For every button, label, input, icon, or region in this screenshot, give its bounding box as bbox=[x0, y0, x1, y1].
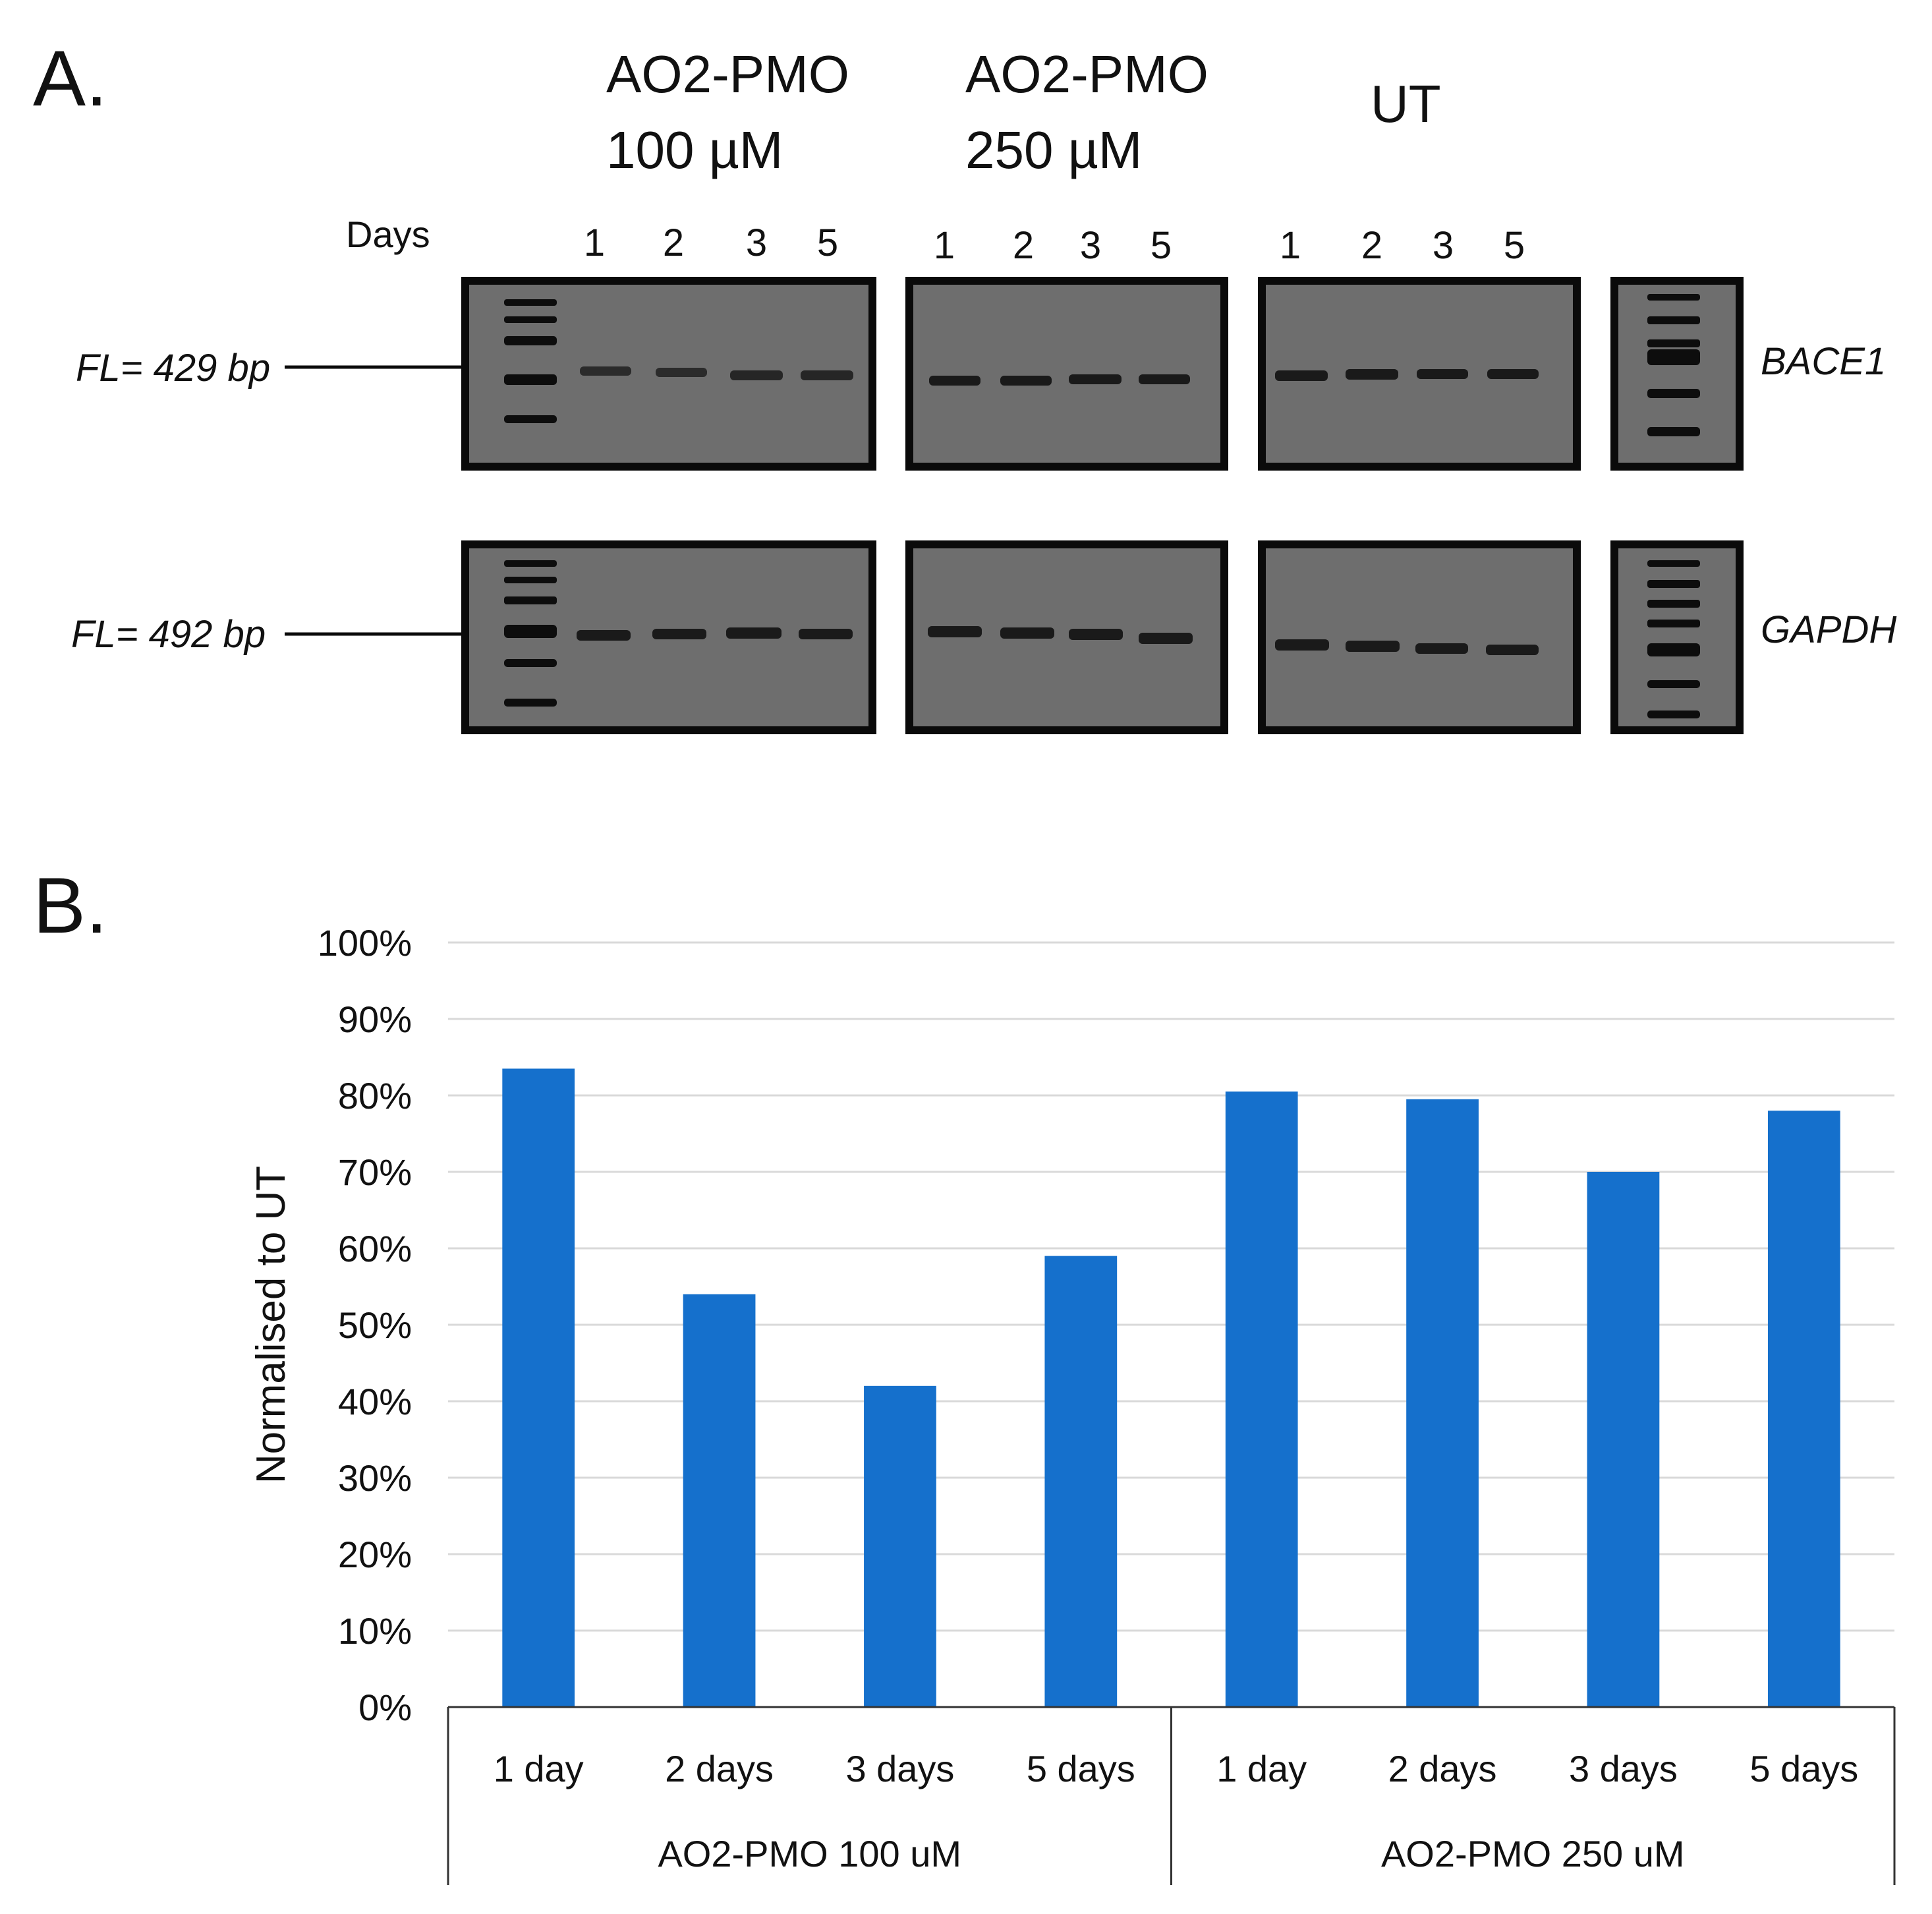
y-axis-label: Normalised to UT bbox=[248, 1166, 294, 1484]
x-tick-label: 1 day bbox=[1216, 1748, 1307, 1789]
lane-number: 3 bbox=[1433, 224, 1454, 267]
y-tick-label: 80% bbox=[338, 1075, 412, 1116]
bar bbox=[1225, 1091, 1298, 1707]
lane-number: 1 bbox=[584, 221, 605, 264]
gel-gapdh-group-2 bbox=[905, 540, 1228, 734]
gapdh-size-label: FL= 492 bp bbox=[71, 613, 266, 656]
y-tick-label: 40% bbox=[338, 1381, 412, 1422]
group-label: AO2-PMO 100 uM bbox=[658, 1833, 961, 1874]
panel-a-label: A. bbox=[33, 34, 107, 123]
gapdh-gene-label: GAPDH bbox=[1761, 608, 1896, 651]
lane-number: 5 bbox=[817, 221, 838, 264]
group-2-conc: 250 µM bbox=[965, 121, 1142, 179]
group-2-name: AO2-PMO bbox=[965, 45, 1208, 103]
group-label: AO2-PMO 250 uM bbox=[1381, 1833, 1685, 1874]
bar bbox=[683, 1294, 756, 1707]
gel-bace1-group-3 bbox=[1258, 277, 1581, 471]
x-tick-label: 3 days bbox=[845, 1748, 954, 1789]
gel-bace1-ladder bbox=[1610, 277, 1744, 471]
lane-number: 5 bbox=[1151, 224, 1172, 267]
group-1-name: AO2-PMO bbox=[606, 45, 849, 103]
y-tick-label: 0% bbox=[358, 1687, 412, 1728]
lane-number: 2 bbox=[663, 221, 684, 264]
days-label: Days bbox=[346, 214, 430, 255]
bar bbox=[1587, 1172, 1660, 1707]
lane-number: 3 bbox=[1080, 224, 1101, 267]
gel-gapdh-group-3 bbox=[1258, 540, 1581, 734]
x-tick-label: 3 days bbox=[1569, 1748, 1678, 1789]
lane-number: 1 bbox=[934, 224, 955, 267]
x-tick-label: 5 days bbox=[1027, 1748, 1135, 1789]
bace1-gene-label: BACE1 bbox=[1761, 340, 1886, 383]
x-tick-label: 1 day bbox=[494, 1748, 584, 1789]
x-tick-label: 2 days bbox=[1388, 1748, 1497, 1789]
bar bbox=[1767, 1111, 1840, 1707]
bar bbox=[1406, 1099, 1479, 1707]
y-tick-label: 10% bbox=[338, 1610, 412, 1652]
y-tick-label: 50% bbox=[338, 1304, 412, 1346]
bar bbox=[502, 1068, 575, 1707]
bar bbox=[1044, 1256, 1118, 1707]
gel-gapdh-ladder bbox=[1610, 540, 1744, 734]
bar bbox=[864, 1385, 936, 1707]
bar-chart: 0% 10% 20% 30% 40% 50% 60% 70% 80% 90% 100% 1 day 2 … bbox=[248, 922, 1896, 1885]
x-tick-label: 2 days bbox=[665, 1748, 774, 1789]
lane-number: 5 bbox=[1504, 224, 1525, 267]
x-tick-label: 5 days bbox=[1749, 1748, 1858, 1789]
group-1-conc: 100 µM bbox=[606, 121, 783, 179]
y-tick-label: 20% bbox=[338, 1534, 412, 1575]
lane-number: 2 bbox=[1361, 224, 1382, 267]
y-tick-label: 70% bbox=[338, 1151, 412, 1193]
y-tick-label: 100% bbox=[318, 922, 412, 964]
group-3-name: UT bbox=[1371, 74, 1441, 133]
lane-number: 3 bbox=[746, 221, 767, 264]
y-tick-label: 90% bbox=[338, 999, 412, 1040]
y-tick-label: 30% bbox=[338, 1457, 412, 1499]
gel-gapdh-group-1 bbox=[461, 540, 876, 734]
panel-b-label: B. bbox=[33, 861, 107, 950]
bace1-size-label: FL= 429 bp bbox=[76, 347, 270, 390]
lane-number: 2 bbox=[1013, 224, 1034, 267]
gel-bace1-group-1 bbox=[461, 277, 876, 471]
lane-number: 1 bbox=[1280, 224, 1301, 267]
y-tick-label: 60% bbox=[338, 1228, 412, 1269]
gel-bace1-group-2 bbox=[905, 277, 1228, 471]
